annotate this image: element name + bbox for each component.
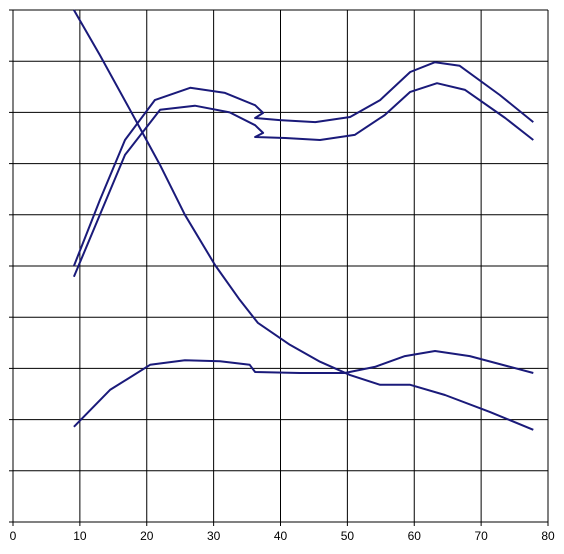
x-tick-label: 40 <box>274 529 288 543</box>
x-tick-label: 30 <box>207 529 221 543</box>
curve <box>73 9 534 431</box>
curve <box>73 350 534 428</box>
curve <box>72 82 534 278</box>
x-tick-label: 80 <box>541 529 555 543</box>
x-tick-label: 50 <box>341 529 355 543</box>
x-tick-label: 0 <box>10 529 17 543</box>
x-tick-label: 70 <box>474 529 488 543</box>
x-tick-label: 20 <box>140 529 154 543</box>
curve <box>72 61 534 267</box>
x-tick-label: 10 <box>73 529 87 543</box>
x-tick-label: 60 <box>408 529 422 543</box>
